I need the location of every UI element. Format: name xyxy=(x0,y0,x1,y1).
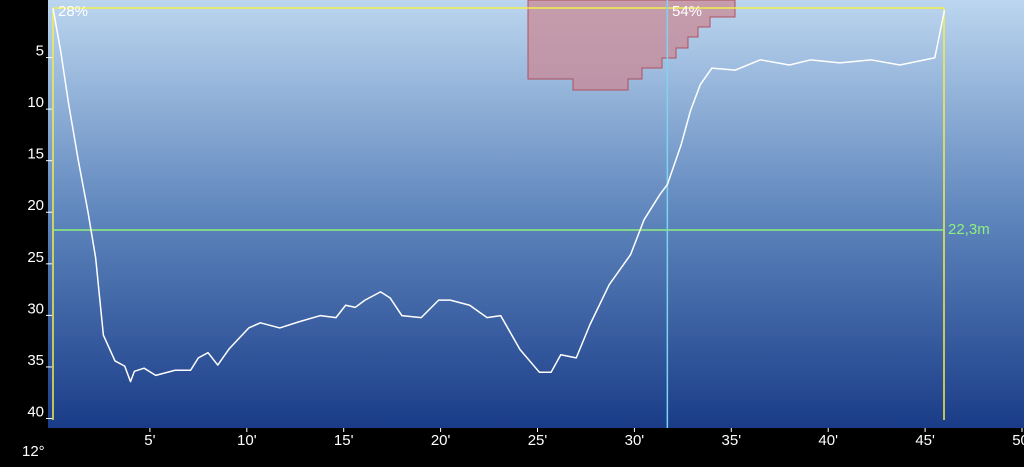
depth-line xyxy=(52,8,946,383)
y-tick-label: 5 xyxy=(36,43,44,60)
start-annotation: 28% xyxy=(58,3,88,20)
x-tick-label: 50' xyxy=(1012,432,1024,449)
x-tick-label: 40' xyxy=(818,432,838,449)
y-tick-label: 20 xyxy=(27,197,44,214)
x-tick-label: 10' xyxy=(237,432,257,449)
x-tick-label: 45' xyxy=(915,432,935,449)
x-tick-label: 5' xyxy=(144,432,155,449)
cursor-annotation: 54% xyxy=(672,3,702,20)
y-tick-label: 40 xyxy=(27,403,44,420)
y-tick-label: 30 xyxy=(27,300,44,317)
depth-marker-label: 22,3m xyxy=(948,221,990,238)
y-tick-label: 10 xyxy=(27,94,44,111)
x-tick-label: 15' xyxy=(334,432,354,449)
x-tick-label: 35' xyxy=(722,432,742,449)
x-tick-label: 25' xyxy=(528,432,548,449)
temperature: 12° xyxy=(22,443,45,460)
y-tick-label: 15 xyxy=(27,146,44,163)
ceiling-zone xyxy=(527,0,736,91)
x-tick-label: 20' xyxy=(431,432,451,449)
x-tick-label: 30' xyxy=(625,432,645,449)
y-tick-label: 25 xyxy=(27,249,44,266)
y-tick-label: 35 xyxy=(27,352,44,369)
